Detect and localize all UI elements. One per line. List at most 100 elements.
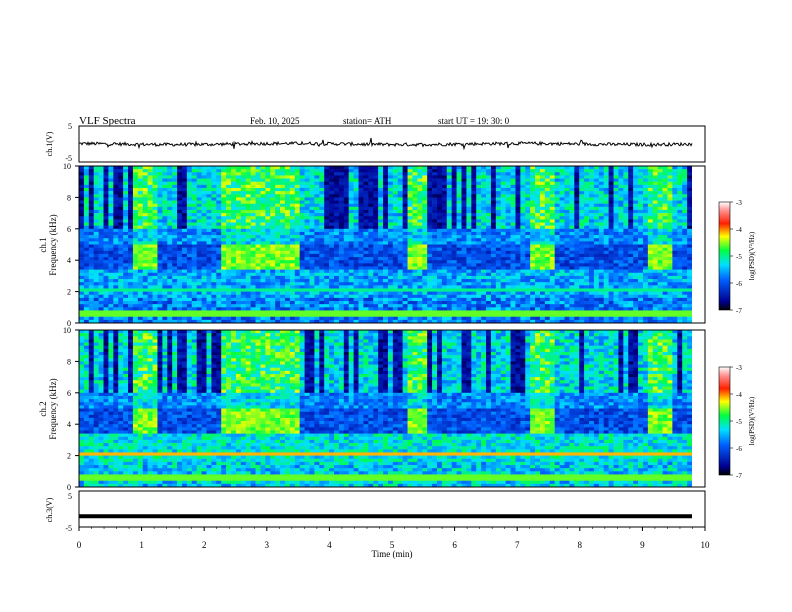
spec1-cell <box>280 247 286 252</box>
spec1-cell <box>476 175 482 179</box>
spec1-cell <box>181 253 188 258</box>
spec1-cell <box>108 279 114 283</box>
spec1-cell <box>456 203 462 208</box>
spec1-cell <box>495 238 502 242</box>
spec1-cell <box>495 206 502 211</box>
spec1-cell <box>329 203 335 208</box>
spec1-cell <box>515 200 521 204</box>
spec1-cell <box>520 219 526 223</box>
spec1-cell <box>353 275 359 280</box>
spec1-cell <box>539 235 546 239</box>
spec1-cell <box>402 172 408 176</box>
spec1-cell <box>324 266 330 270</box>
spec1-cell <box>515 307 521 311</box>
spec1-cell <box>196 172 202 176</box>
spec1-cell <box>181 172 188 176</box>
spec1-cell <box>314 200 320 204</box>
spec1-cell <box>294 241 300 245</box>
spec1-cell <box>206 304 212 308</box>
spec1-cell <box>319 216 325 220</box>
spec1-cell <box>314 194 320 198</box>
spec1-cell <box>167 269 173 274</box>
spec1-cell <box>240 316 247 321</box>
spec1-cell <box>486 181 492 186</box>
spec1-cell <box>554 169 560 173</box>
spec1-cell <box>441 272 448 277</box>
spec1-cell <box>441 228 448 233</box>
spec1-cell <box>407 310 413 314</box>
spec1-cell <box>206 203 212 208</box>
spec1-cell <box>152 257 158 261</box>
spec1-cell <box>240 275 247 280</box>
spec1-cell <box>417 316 423 321</box>
spec1-cell <box>177 184 183 189</box>
spec1-cell <box>525 260 531 264</box>
spec1-cell <box>103 228 109 233</box>
spec1-cell <box>118 313 124 318</box>
spec1-cell <box>520 203 526 208</box>
spec1-cell <box>304 319 310 324</box>
spec1-cell <box>98 275 104 280</box>
spec1-cell <box>490 275 497 280</box>
spec1-cell <box>255 206 261 211</box>
spec1-cell <box>98 244 104 248</box>
spec1-cell <box>451 247 457 252</box>
figure-title: VLF Spectra <box>79 115 136 127</box>
spec1-cell <box>505 213 511 217</box>
spec1-cell <box>461 297 467 302</box>
ch1-waveform-ylabel: ch.1(V) <box>45 131 54 156</box>
spec1-cell <box>451 285 457 289</box>
spec1-cell <box>461 260 467 264</box>
spec1-cell <box>353 200 359 204</box>
spec1-cell <box>123 219 129 223</box>
spec1-cell <box>446 291 452 296</box>
spec1-cell <box>451 250 457 255</box>
spec1-cell <box>177 200 183 204</box>
spec1-cell <box>535 297 541 302</box>
spec1-cell <box>353 260 359 264</box>
spec1-cell <box>216 294 222 299</box>
spec1-cell <box>245 297 251 302</box>
spec1-cell <box>142 304 148 308</box>
spec1-cell <box>495 225 502 230</box>
spec1-cell <box>402 231 408 236</box>
spec1-cell <box>427 247 433 252</box>
spec1-cell <box>235 272 242 277</box>
spec1-cell <box>157 225 163 230</box>
spec1-cell <box>245 172 251 176</box>
spec1-cell <box>93 191 99 195</box>
spec1-cell <box>221 169 227 173</box>
spec1-cell <box>358 200 364 204</box>
spec1-cell <box>245 253 251 258</box>
spec1-cell <box>481 225 487 230</box>
spec1-cell <box>441 304 448 308</box>
spec1-cell <box>113 319 119 324</box>
spec1-cell <box>304 247 310 252</box>
spec1-cell <box>407 200 413 204</box>
spec1-cell <box>79 316 85 321</box>
spec1-cell <box>486 250 492 255</box>
spec1-cell <box>490 181 497 186</box>
spec1-cell <box>280 244 286 248</box>
spec1-cell <box>186 235 193 239</box>
spec1-cell <box>191 203 197 208</box>
spec1-cell <box>456 209 462 214</box>
spec1-cell <box>280 166 286 170</box>
spec1-cell <box>181 231 188 236</box>
spec1-cell <box>255 197 261 201</box>
spec1-cell <box>191 231 197 236</box>
spec1-cell <box>535 319 541 324</box>
spec1-cell <box>358 235 364 239</box>
spec1-cell <box>481 247 487 252</box>
spec1-cell <box>466 310 472 314</box>
spec1-cell <box>152 301 158 305</box>
spec1-cell <box>456 260 462 264</box>
spec1-cell <box>490 294 497 299</box>
spec1-cell <box>289 194 296 198</box>
spec1-cell <box>280 297 286 302</box>
spec1-cell <box>226 197 232 201</box>
spec1-cell <box>402 187 408 192</box>
spec1-cell <box>500 253 506 258</box>
spec1-cell <box>162 279 168 283</box>
spec1-cell <box>461 225 467 230</box>
